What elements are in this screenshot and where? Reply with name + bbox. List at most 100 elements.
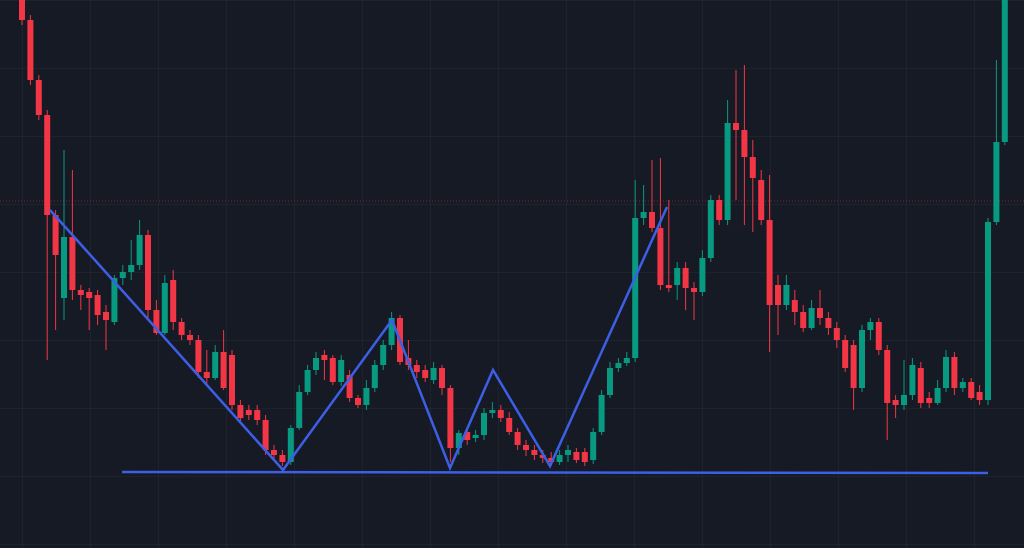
candle-body bbox=[607, 368, 613, 395]
candle-body bbox=[321, 355, 328, 360]
candle-body bbox=[497, 410, 504, 418]
candle-body bbox=[262, 420, 269, 450]
candle-body bbox=[388, 318, 395, 345]
candle-body bbox=[35, 80, 42, 115]
candle-body bbox=[506, 418, 513, 432]
candle-body bbox=[556, 455, 563, 462]
candle-body bbox=[926, 398, 933, 403]
candle-body bbox=[817, 308, 823, 318]
candle-body bbox=[119, 272, 126, 278]
candle-body bbox=[94, 295, 101, 315]
candle-body bbox=[413, 365, 420, 372]
candle-body bbox=[909, 365, 916, 395]
candle-body bbox=[934, 388, 941, 403]
candle-body bbox=[758, 180, 765, 220]
candle-body bbox=[523, 445, 529, 450]
candle-body bbox=[212, 352, 219, 378]
candle-body bbox=[649, 212, 655, 228]
candle-body bbox=[430, 368, 437, 380]
candle-body bbox=[145, 235, 151, 310]
candle-body bbox=[472, 435, 479, 438]
candle-body bbox=[917, 368, 924, 403]
candle-body bbox=[187, 335, 193, 340]
candle-body bbox=[52, 215, 59, 255]
candle-body bbox=[338, 360, 345, 382]
candle-body bbox=[1001, 0, 1008, 142]
candle-body bbox=[304, 370, 311, 392]
candle-body bbox=[842, 340, 849, 368]
candle-body bbox=[716, 200, 723, 220]
candle-body bbox=[371, 365, 378, 388]
candle-body bbox=[329, 358, 336, 382]
candle-body bbox=[153, 310, 160, 333]
candle-body bbox=[657, 228, 664, 285]
candle-body bbox=[833, 328, 840, 340]
candle-body bbox=[439, 368, 445, 388]
candle-body bbox=[615, 363, 622, 368]
candle-body bbox=[800, 312, 807, 328]
candle-body bbox=[346, 375, 353, 398]
candle-body bbox=[775, 285, 781, 305]
candles bbox=[19, 0, 1008, 466]
candle-body bbox=[749, 157, 756, 178]
candle-body bbox=[229, 355, 235, 405]
candle-body bbox=[355, 398, 361, 405]
candle-body bbox=[825, 318, 832, 328]
neckline bbox=[121, 470, 989, 475]
candle-body bbox=[573, 452, 580, 460]
candle-body bbox=[783, 285, 790, 305]
candle-body bbox=[271, 450, 277, 455]
candle-body bbox=[161, 283, 168, 333]
candle-body bbox=[220, 352, 227, 388]
candle-body bbox=[481, 413, 487, 435]
candle-body bbox=[565, 450, 571, 455]
candle-body bbox=[61, 237, 67, 298]
candle-body bbox=[111, 278, 118, 322]
candle-body bbox=[892, 400, 899, 405]
candle-body bbox=[313, 358, 319, 370]
candle-body bbox=[136, 235, 143, 265]
candle-body bbox=[464, 432, 471, 440]
candle-body bbox=[674, 268, 681, 285]
candle-body bbox=[19, 0, 25, 20]
candle-body bbox=[993, 142, 1000, 222]
candle-body bbox=[422, 370, 429, 378]
candle-body bbox=[103, 312, 109, 320]
candle-body bbox=[859, 330, 865, 388]
candle-body bbox=[976, 392, 983, 400]
candle-body bbox=[237, 405, 244, 418]
candle-body bbox=[699, 258, 706, 292]
candle-body bbox=[203, 372, 210, 378]
candle-body bbox=[901, 395, 907, 405]
candle-body bbox=[682, 268, 689, 288]
candle-body bbox=[691, 288, 697, 292]
candle-body bbox=[640, 212, 647, 218]
candle-body bbox=[581, 452, 588, 462]
candle-body bbox=[178, 322, 185, 335]
candle-body bbox=[296, 392, 303, 428]
candle-body bbox=[27, 20, 34, 80]
candle-body bbox=[808, 308, 815, 328]
candle-body bbox=[69, 237, 76, 290]
candle-body bbox=[707, 200, 714, 258]
candle-body bbox=[985, 222, 991, 400]
candle-body bbox=[968, 382, 975, 398]
candle-body bbox=[632, 218, 639, 358]
candle-body bbox=[623, 358, 630, 363]
candle-body bbox=[254, 410, 261, 420]
candle-body bbox=[380, 345, 387, 365]
pattern-line bbox=[49, 206, 669, 472]
candle-body bbox=[951, 357, 958, 388]
candle-body bbox=[44, 115, 51, 215]
candle-body bbox=[741, 130, 748, 157]
candle-body bbox=[733, 123, 739, 130]
candle-body bbox=[884, 350, 891, 403]
candle-body bbox=[590, 432, 597, 460]
candle-body bbox=[363, 388, 370, 405]
candle-body bbox=[539, 455, 546, 458]
candle-body bbox=[598, 395, 605, 432]
candle-body bbox=[447, 388, 454, 448]
candle-body bbox=[195, 340, 202, 372]
